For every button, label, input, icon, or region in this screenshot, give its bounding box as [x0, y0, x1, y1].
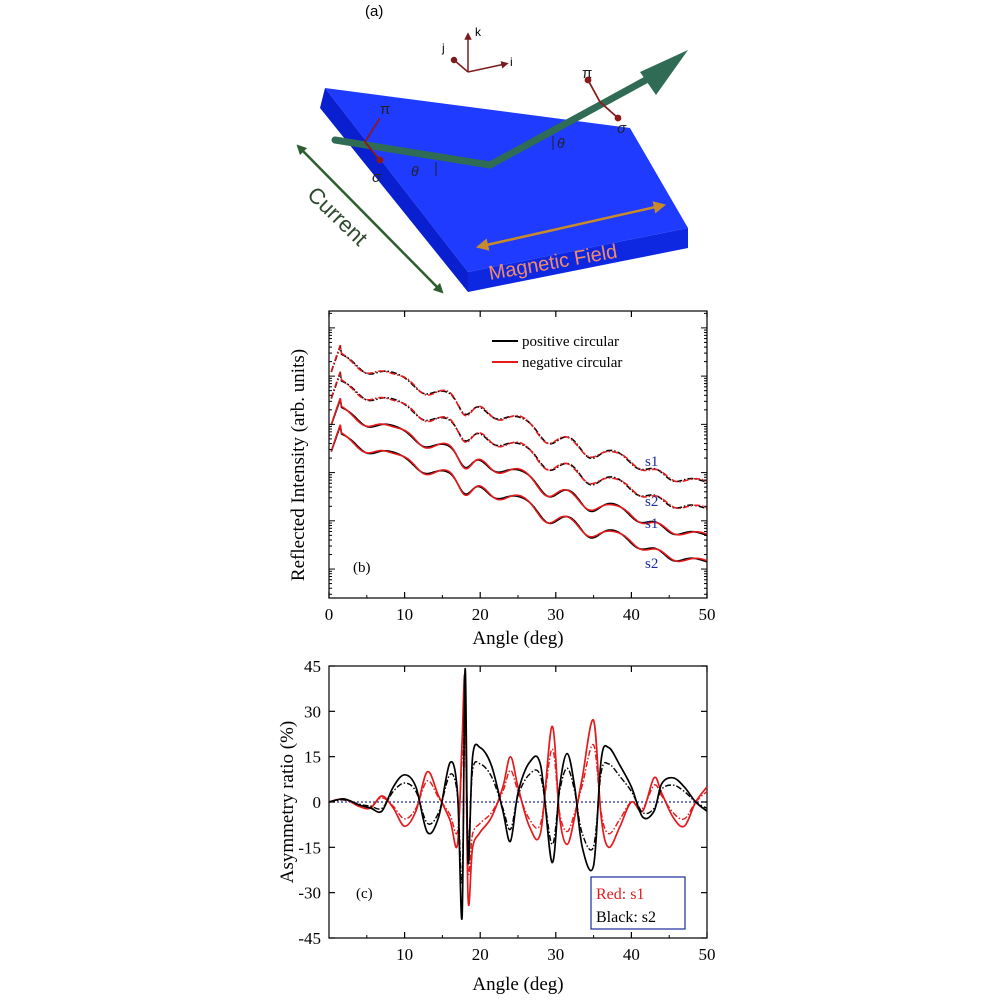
panel-c-ytick-label: 15 [304, 748, 321, 767]
panel-b-label: (b) [353, 560, 371, 576]
reflectivity-curve-s2-negative-3 [330, 371, 707, 510]
legend-red-s1: Red: s1 [596, 886, 644, 903]
panel-b: 0 10 20 30 40 50 Angle (deg) Reflected Intens… [288, 310, 716, 649]
curve-label-s2-bottom: s2 [645, 556, 658, 572]
reflectivity-curve-s2-negative-7 [330, 424, 707, 563]
asymmetry-curve-s2-solid [328, 668, 708, 921]
current-arrow [296, 144, 444, 294]
incident-sigma-label: σ [372, 169, 382, 186]
panel-c-legend: Red: s1 Black: s2 [590, 876, 686, 930]
panel-b-xtick-label: 20 [472, 605, 489, 624]
panel-c-curves [328, 668, 708, 921]
panel-c-ytick-label: -15 [298, 838, 321, 857]
panel-b-curves [330, 344, 707, 563]
panel-c-xtick-label: 50 [699, 945, 716, 964]
panel-c-ytick-label: 45 [304, 657, 321, 676]
panel-c-xtick-label: 10 [396, 945, 413, 964]
reflectivity-curve-s2-positive-6 [330, 425, 707, 563]
scattered-theta-label: θ [557, 135, 565, 151]
panel-c-ytick-label: -45 [298, 929, 321, 948]
panel-c-xlabel: Angle (deg) [472, 974, 563, 995]
reflectivity-curve-s1-negative-5 [330, 397, 707, 536]
panel-b-x-ticks: 0 10 20 30 40 50 [325, 311, 716, 624]
panel-c-legend-box [590, 876, 686, 930]
reflectivity-curve-s1-positive-4 [330, 399, 707, 536]
panel-b-y-minor-ticks [329, 312, 707, 595]
panel-c-ytick-label: -30 [298, 884, 321, 903]
magnetic-field-arrow [475, 201, 667, 251]
axis-k-label: k [475, 25, 482, 39]
curve-label-s1-lower: s1 [645, 516, 658, 532]
legend-black-s2: Black: s2 [596, 909, 656, 926]
panel-b-legend: positive circular negative circular [492, 334, 622, 371]
panel-c-label: (c) [356, 886, 373, 902]
incident-theta-label: θ [411, 163, 419, 179]
legend-positive-label: positive circular [522, 334, 619, 350]
curve-label-s2-upper: s2 [645, 494, 658, 510]
panel-c-x-ticks: 10 20 30 40 50 [366, 666, 716, 964]
reflectivity-curve-s1-negative-1 [330, 344, 707, 483]
panel-b-xlabel: Angle (deg) [472, 628, 563, 649]
panel-c-xtick-label: 20 [472, 945, 489, 964]
current-label: Current [303, 182, 373, 251]
panel-b-xtick-label: 30 [547, 605, 564, 624]
panel-a-label: (a) [365, 3, 383, 20]
axis-i-label: i [510, 55, 513, 69]
scattered-polarization-icon [584, 76, 622, 122]
panel-c-xtick-label: 40 [623, 945, 640, 964]
panel-a: (a) i j k π σ θ [296, 3, 688, 294]
asymmetry-curve-s1-dashdot [328, 712, 708, 875]
axis-j-label: j [441, 41, 445, 55]
panel-b-xtick-label: 10 [396, 605, 413, 624]
panel-c-ytick-label: 0 [313, 793, 322, 812]
panel-c-y-ticks: -45 -30 -15 0 15 30 45 [298, 657, 707, 948]
panel-b-xtick-label: 50 [699, 605, 716, 624]
panel-c-xtick-label: 30 [547, 945, 564, 964]
curve-label-s1-top: s1 [645, 454, 658, 470]
panel-c-ytick-label: 30 [304, 702, 321, 721]
panel-b-ylabel: Reflected Intensity (arb. units) [288, 349, 309, 581]
panel-b-xtick-label: 40 [623, 605, 640, 624]
asymmetry-curve-s2-dashdot [328, 708, 708, 885]
scattered-pi-label: π [582, 65, 592, 82]
legend-negative-label: negative circular [522, 355, 622, 371]
reflectivity-curve-s1-positive-0 [330, 346, 707, 483]
coordinate-axes-icon [450, 32, 509, 73]
incident-pi-label: π [380, 101, 390, 118]
panel-c-ylabel: Asymmetry ratio (%) [277, 721, 298, 884]
panel-b-xtick-label: 0 [325, 605, 334, 624]
scattered-sigma-label: σ [617, 120, 627, 137]
reflectivity-curve-s2-positive-2 [330, 372, 707, 510]
